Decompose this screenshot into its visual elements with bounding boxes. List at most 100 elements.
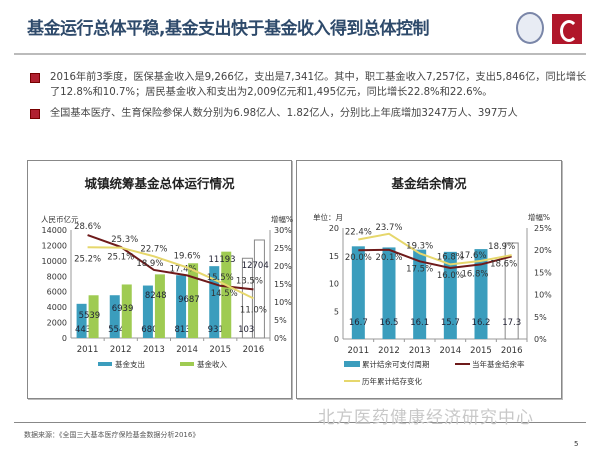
series-line: [87, 246, 254, 300]
bar: [474, 249, 488, 339]
bullet-list: 2016年前3季度，医保基金收入是9,266亿，支出是7,341亿。其中，职工基…: [30, 70, 590, 127]
line-data-label: 17.4%: [170, 264, 197, 274]
bar: [109, 295, 120, 338]
university-seal-logo: [516, 12, 544, 44]
y-tick-label: 10: [329, 280, 339, 289]
y-tick-label: 0: [334, 335, 339, 344]
line-data-label: 22.4%: [345, 228, 372, 238]
fund-balance-panel: 基金结余情况: [296, 160, 562, 399]
y-tick-label: 10000: [42, 257, 67, 266]
bullet-item: 2016年前3季度，医保基金收入是9,266亿，支出是7,341亿。其中，职工基…: [30, 70, 590, 100]
bar-data-label: 6939: [112, 304, 134, 314]
bar-data-label: 9312: [208, 325, 230, 335]
y-tick-label: 2000: [47, 319, 67, 328]
bar-data-label: 17.3: [502, 318, 521, 328]
y2-tick-label: 25%: [534, 224, 552, 233]
x-tick-label: 2015: [209, 345, 231, 355]
header-divider: [14, 53, 586, 55]
bar-data-label: 6801: [141, 325, 163, 335]
x-tick-label: 2016: [501, 346, 523, 356]
brand-logo: [552, 14, 582, 44]
footer-divider: [14, 422, 586, 423]
x-tick-label: 2016: [243, 345, 265, 355]
y2-tick-label: 30%: [274, 226, 292, 235]
bar-data-label: 9687: [178, 295, 200, 305]
bar: [209, 266, 220, 338]
page-number: 5: [574, 440, 579, 448]
x-tick-label: 2011: [77, 345, 99, 355]
line-data-label: 11.0%: [240, 305, 267, 315]
y-tick-label: 0: [62, 334, 67, 343]
x-tick-label: 2013: [409, 346, 431, 356]
x-tick-label: 2015: [470, 346, 492, 356]
series-line: [87, 234, 254, 291]
data-source: 数据来源：《全国三大基本医疗保险基金数据分析2016》: [24, 431, 200, 439]
y2-axis-label: 增幅%: [271, 214, 293, 224]
line-data-label: 25.2%: [74, 254, 101, 264]
line-data-label: 14.5%: [211, 289, 238, 299]
x-tick-label: 2014: [440, 346, 462, 356]
fund-operation-panel: 城镇统筹基金总体运行情况: [27, 160, 292, 399]
line-data-label: 15.5%: [207, 273, 234, 283]
bar: [504, 242, 519, 340]
y2-tick-label: 25%: [274, 244, 292, 253]
bar: [176, 275, 187, 338]
y2-tick-label: 20%: [274, 262, 292, 271]
bullet-text: 2016年前3季度，医保基金收入是9,266亿，支出是7,341亿。其中，职工基…: [50, 72, 587, 98]
y2-tick-label: 0%: [274, 334, 287, 343]
bar: [253, 239, 265, 339]
bar: [76, 303, 87, 338]
line-data-label: 22.7%: [140, 244, 167, 254]
legend-swatch: [98, 362, 112, 366]
bar-data-label: 8134: [174, 325, 196, 335]
line-data-label: 17.5%: [406, 264, 433, 274]
bar-data-label: 10336: [238, 325, 265, 335]
y-tick-label: 20: [329, 224, 339, 233]
x-tick-label: 2013: [143, 345, 165, 355]
line-data-label: 25.3%: [111, 235, 138, 245]
bar: [154, 274, 165, 338]
bar: [88, 295, 99, 338]
y-tick-label: 4000: [47, 303, 67, 312]
series-line: [358, 248, 512, 269]
bar-data-label: 16.7: [349, 318, 368, 328]
bar: [351, 246, 365, 339]
line-data-label: 28.6%: [74, 222, 101, 232]
line-data-label: 20.0%: [345, 253, 372, 263]
line-data-label: 19.6%: [174, 251, 201, 261]
y2-tick-label: 10%: [274, 298, 292, 307]
bar-data-label: 5539: [79, 311, 101, 321]
bullet-icon: [30, 109, 40, 119]
legend-label: 当年基金结余率: [472, 359, 525, 369]
y2-tick-label: 15%: [274, 280, 292, 289]
legend-label: 累计结余可支付周期: [362, 359, 430, 369]
line-data-label: 16.0%: [437, 271, 464, 281]
y-tick-label: 15: [329, 252, 339, 261]
y-tick-label: 5: [334, 307, 339, 316]
bar-data-label: 16.5: [380, 318, 399, 328]
y2-tick-label: 0%: [534, 335, 547, 344]
y2-tick-label: 5%: [534, 313, 547, 322]
bar-data-label: 12704: [242, 261, 269, 271]
bar: [142, 285, 153, 338]
line-data-label: 16.8%: [437, 252, 464, 262]
bar-data-label: 11193: [209, 255, 236, 265]
x-tick-label: 2012: [378, 346, 400, 356]
bar: [221, 251, 232, 338]
legend-label: 基金支出: [115, 359, 145, 369]
y-tick-label: 6000: [47, 288, 67, 297]
y-axis-label: 单位：月: [313, 212, 343, 222]
page-title: 基金运行总体平稳,基金支出快于基金收入得到总体控制: [27, 19, 429, 39]
x-tick-label: 2014: [176, 345, 198, 355]
watermark: 北方医药健康经济研究中心: [318, 408, 534, 428]
bar: [382, 247, 396, 339]
line-data-label: 20.1%: [375, 253, 402, 263]
legend-label: 历年累计结存变化: [362, 376, 422, 386]
line-data-label: 17.6%: [459, 251, 486, 261]
bar: [443, 251, 457, 339]
bar-data-label: 5544: [108, 325, 130, 335]
bullet-text: 全国基本医疗、生育保险参保人数分别为6.98亿人、1.82亿人，分别比上年底增加…: [50, 108, 518, 119]
line-data-label: 18.9%: [488, 242, 515, 252]
series-line: [358, 232, 512, 266]
